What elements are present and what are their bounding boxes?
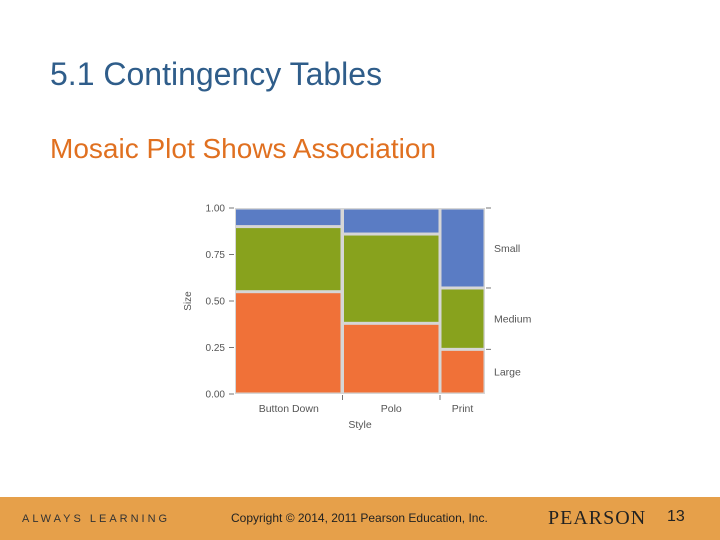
mosaic-tile-medium <box>236 228 341 291</box>
mosaic-tile-large <box>441 350 484 393</box>
right-label-small: Small <box>494 243 520 255</box>
mosaic-tile-large <box>344 324 439 393</box>
y-tick-label: 0.50 <box>206 297 226 308</box>
mosaic-tile-large <box>236 293 341 393</box>
y-tick-label: 0.25 <box>206 343 226 354</box>
slide-subtitle: Mosaic Plot Shows Association <box>50 133 436 164</box>
footer-bar: ALWAYS LEARNING Copyright © 2014, 2011 P… <box>0 497 720 540</box>
x-tick-label: Print <box>452 403 474 415</box>
mosaic-tile-small <box>344 209 439 233</box>
page-number: 13 <box>667 508 685 525</box>
footer-tagline: ALWAYS LEARNING <box>22 513 171 525</box>
footer-brand-logo: PEARSON <box>548 507 647 529</box>
mosaic-tile-small <box>441 209 484 287</box>
y-tick-label: 1.00 <box>206 204 226 215</box>
y-axis-label: Size <box>183 291 194 311</box>
mosaic-tile-medium <box>441 289 484 348</box>
footer-copyright: Copyright © 2014, 2011 Pearson Education… <box>231 511 488 525</box>
mosaic-tile-medium <box>344 235 439 322</box>
x-tick-label: Button Down <box>259 403 319 415</box>
x-tick-label: Polo <box>381 403 402 415</box>
y-tick-label: 0.00 <box>206 390 226 401</box>
mosaic-tile-small <box>236 209 341 226</box>
slide-title: 5.1 Contingency Tables <box>50 56 383 92</box>
right-label-medium: Medium <box>494 314 532 326</box>
right-label-large: Large <box>494 367 521 379</box>
x-axis-label: Style <box>348 419 372 431</box>
mosaic-plot: 0.00 0.25 0.50 0.75 1.00 Size Button Down Polo P… <box>183 204 532 432</box>
y-tick-label: 0.75 <box>206 250 226 261</box>
